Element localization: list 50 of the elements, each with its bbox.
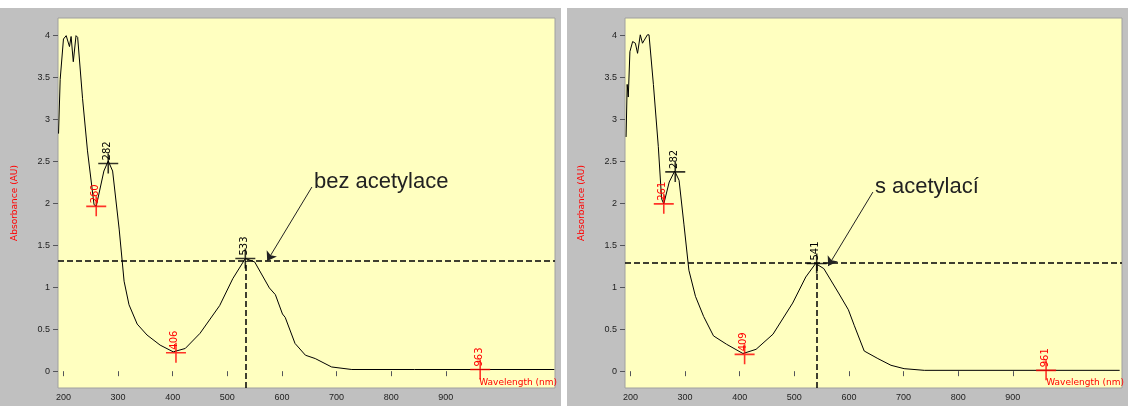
annotation: 409 xyxy=(737,332,749,352)
y-tick-label: 0 xyxy=(611,366,617,377)
y-tick-label: 3.5 xyxy=(604,71,617,82)
x-tick-label: 800 xyxy=(950,391,966,402)
x-tick-label: 600 xyxy=(274,391,290,402)
annotation: 406 xyxy=(168,330,180,350)
annotation: 282 xyxy=(100,141,112,161)
x-tick-label: 200 xyxy=(622,391,638,402)
y-axis-title: Absorbance (AU) xyxy=(8,165,19,241)
y-tick-label: 1 xyxy=(611,282,617,293)
annotation: 261 xyxy=(656,181,668,201)
annotation: s acetylací xyxy=(874,172,979,198)
x-axis-title: Wavelength (nm) xyxy=(479,376,557,387)
y-tick-label: 1 xyxy=(44,282,50,293)
x-tick-label: 900 xyxy=(1005,391,1021,402)
y-tick-label: 0 xyxy=(44,366,50,377)
y-tick-label: 1.5 xyxy=(37,240,50,251)
x-tick-label: 500 xyxy=(219,391,235,402)
annotation: 963 xyxy=(472,347,484,367)
y-tick-label: 4 xyxy=(611,29,617,40)
x-tick-label: 300 xyxy=(110,391,126,402)
y-tick-label: 2.5 xyxy=(37,155,50,166)
x-tick-label: 400 xyxy=(732,391,748,402)
x-tick-label: 600 xyxy=(841,391,857,402)
x-tick-label: 900 xyxy=(438,391,454,402)
y-tick-label: 3.5 xyxy=(37,71,50,82)
annotation: bez acetylace xyxy=(313,167,449,193)
y-tick-label: 4 xyxy=(44,29,50,40)
y-tick-label: 2.5 xyxy=(604,155,617,166)
y-tick-label: 2 xyxy=(44,198,50,208)
annotation: 282 xyxy=(667,149,679,169)
x-axis-title: Wavelength (nm) xyxy=(1046,376,1124,387)
y-tick-label: 0.5 xyxy=(604,324,617,335)
annotation: 533 xyxy=(237,236,249,256)
y-tick-label: 3 xyxy=(611,113,617,124)
y-axis-title: Absorbance (AU) xyxy=(575,165,586,241)
y-tick-label: 0.5 xyxy=(37,324,50,335)
y-tick-label: 3 xyxy=(44,113,50,124)
x-tick-label: 400 xyxy=(165,391,181,402)
x-tick-label: 700 xyxy=(329,391,345,402)
x-tick-label: 200 xyxy=(55,391,71,402)
x-tick-label: 300 xyxy=(677,391,693,402)
x-tick-label: 700 xyxy=(896,391,912,402)
x-tick-label: 500 xyxy=(786,391,802,402)
annotation: 961 xyxy=(1038,348,1050,368)
annotation: 260 xyxy=(88,184,100,204)
annotation: 541 xyxy=(809,241,821,261)
y-tick-label: 1.5 xyxy=(604,240,617,251)
x-tick-label: 800 xyxy=(383,391,399,402)
y-tick-label: 2 xyxy=(611,198,617,208)
